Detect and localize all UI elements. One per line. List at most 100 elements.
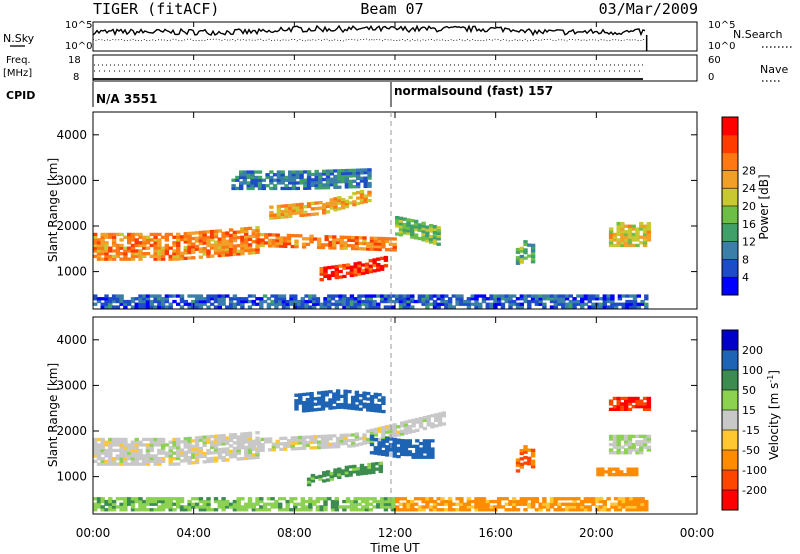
scatter-cell: [451, 305, 456, 309]
scatter-cell: [210, 451, 215, 455]
scatter-cell: [278, 502, 283, 506]
scatter-cell: [455, 302, 460, 306]
scatter-cell: [632, 305, 638, 309]
scatter-cell: [295, 208, 300, 212]
scatter-cell: [187, 237, 192, 241]
scatter-cell: [619, 473, 624, 477]
scatter-cell: [269, 211, 274, 215]
scatter-cell: [130, 235, 136, 239]
scatter-cell: [206, 448, 211, 453]
scatter-cell: [251, 447, 256, 452]
scatter-cell: [418, 455, 424, 459]
scatter-cell: [100, 440, 105, 444]
scatter-cell: [512, 499, 517, 504]
scatter-cell: [440, 297, 445, 301]
scatter-cell: [221, 439, 226, 443]
scatter-cell: [392, 428, 397, 432]
scatter-cell: [549, 305, 555, 309]
scatter-cell: [123, 299, 128, 304]
scatter-cell: [369, 242, 375, 246]
scatter-cell: [160, 246, 166, 250]
scatter-cell: [493, 294, 498, 298]
scatter-cell: [317, 402, 322, 406]
scatter-cell: [187, 245, 192, 249]
scatter-cell: [418, 441, 424, 446]
scatter-cell: [134, 249, 139, 253]
scatter-cell: [381, 396, 386, 400]
scatter-cell: [225, 499, 230, 504]
scatter-cell: [191, 447, 196, 451]
scatter-cell: [134, 302, 139, 306]
scatter-cell: [108, 249, 113, 253]
scatter-cell: [629, 505, 634, 509]
scatter-cell: [130, 462, 136, 466]
scatter-cell: [172, 235, 177, 239]
scatter-cell: [149, 299, 154, 304]
scatter-cell: [598, 499, 604, 504]
scatter-cell: [153, 243, 158, 248]
scatter-cell: [153, 232, 158, 237]
scatter-cell: [338, 297, 343, 301]
scatter-cell: [625, 499, 630, 504]
scatter-cell: [568, 299, 573, 304]
scatter-cell: [432, 241, 438, 245]
freq-tick-bottom: 8: [73, 72, 79, 83]
scatter-cell: [576, 502, 581, 506]
scatter-cell: [400, 439, 405, 443]
scatter-cell: [418, 452, 424, 457]
scatter-cell: [425, 228, 430, 232]
scatter-cell: [337, 198, 342, 203]
scatter-cell: [354, 393, 360, 397]
scatter-cell: [289, 294, 294, 298]
scatter-cell: [387, 299, 392, 304]
scatter-cell: [228, 433, 234, 437]
scatter-cell: [515, 305, 521, 309]
scatter-cell: [329, 203, 334, 207]
scatter-cell: [339, 246, 344, 250]
colorbar-tick-label: 15: [742, 404, 756, 417]
scatter-cell: [168, 294, 173, 298]
scatter-cell: [377, 437, 382, 442]
scatter-cell: [283, 239, 288, 243]
scatter-cell: [213, 240, 219, 244]
scatter-cell: [111, 257, 117, 261]
scatter-cell: [191, 444, 196, 448]
scatter-cell: [616, 405, 621, 409]
scatter-cell: [352, 200, 357, 204]
scatter-cell: [286, 441, 292, 446]
scatter-cell: [512, 302, 517, 306]
scatter-cell: [183, 459, 188, 463]
scatter-cell: [395, 505, 400, 509]
scatter-cell: [111, 235, 117, 239]
scatter-cell: [635, 227, 640, 231]
scatter-cell: [240, 235, 245, 239]
scatter-cell: [334, 499, 339, 504]
scatter-cell: [624, 243, 629, 248]
scatter-cell: [187, 436, 192, 441]
scatter-cell: [417, 508, 423, 512]
scatter-cell: [354, 244, 360, 248]
scatter-cell: [639, 224, 644, 228]
scatter-cell: [352, 168, 357, 172]
scatter-cell: [353, 508, 358, 512]
scatter-cell: [343, 235, 348, 239]
scatter-cell: [353, 505, 358, 509]
scatter-cell: [620, 235, 625, 239]
scatter-cell: [153, 297, 158, 301]
scatter-cell: [138, 257, 143, 261]
scatter-cell: [373, 244, 378, 249]
scatter-cell: [221, 231, 226, 235]
scatter-cell: [330, 273, 336, 277]
scatter-cell: [168, 505, 173, 509]
scatter-cell: [240, 440, 245, 444]
scatter-cell: [337, 169, 342, 173]
scatter-cell: [104, 241, 109, 245]
scatter-cell: [213, 297, 219, 301]
scatter-cell: [332, 240, 337, 245]
scatter-cell: [187, 458, 192, 462]
scatter-cell: [353, 302, 358, 306]
nsearch-tick-top: 10^5: [708, 20, 735, 31]
scatter-cell: [620, 238, 625, 242]
scatter-cell: [364, 297, 370, 301]
scatter-cell: [262, 294, 268, 298]
